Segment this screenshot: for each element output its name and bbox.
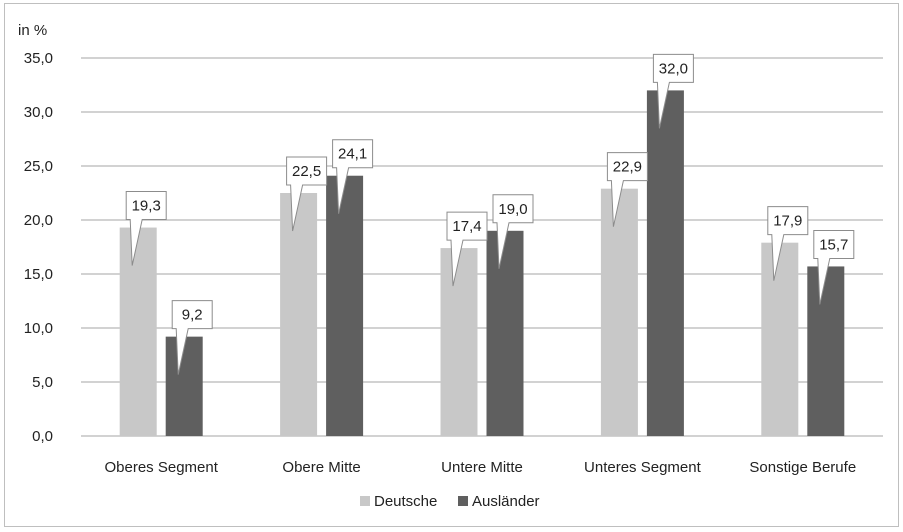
data-label: 32,0 (659, 60, 688, 77)
bar (600, 188, 638, 436)
x-tick-label: Oberes Segment (104, 459, 218, 476)
data-label-callout (125, 191, 167, 266)
x-tick-label: Sonstige Berufe (749, 459, 856, 476)
bar (119, 227, 157, 436)
y-tick-label: 20,0 (24, 212, 53, 229)
legend-label: Deutsche (374, 493, 437, 510)
bar (326, 175, 364, 436)
y-tick-label: 10,0 (24, 320, 53, 337)
data-label: 24,1 (338, 146, 367, 163)
data-label-callout (286, 156, 328, 232)
y-tick-label: 30,0 (24, 104, 53, 121)
data-label-callout (767, 206, 809, 281)
bar (165, 336, 203, 436)
legend-label: Ausländer (472, 493, 540, 510)
data-label: 9,2 (182, 307, 203, 324)
bar (807, 266, 845, 436)
data-label: 19,0 (498, 201, 527, 218)
data-label-callout (606, 152, 648, 227)
data-label-callout (332, 139, 374, 214)
bar (440, 248, 478, 436)
y-tick-label: 35,0 (24, 50, 53, 67)
legend-swatch (360, 496, 370, 506)
bar (280, 193, 318, 436)
data-label-callout (171, 300, 213, 375)
bar-chart: in % 0,0 5,0 10,0 15,0 20,0 25,0 30,0 35,0 Ober… (18, 22, 883, 510)
legend: Deutsche Ausländer (360, 493, 540, 510)
data-label-callout (446, 211, 488, 287)
y-tick-label: 15,0 (24, 266, 53, 283)
bar (486, 230, 524, 436)
y-tick-label: 25,0 (24, 158, 53, 175)
x-tick-label: Unteres Segment (584, 459, 702, 476)
data-label: 17,4 (452, 218, 481, 235)
x-axis: Oberes Segment Obere Mitte Untere Mitte Unt… (104, 459, 856, 476)
x-tick-label: Untere Mitte (441, 459, 523, 476)
data-label: 22,5 (292, 163, 321, 180)
chart-frame: in % 0,0 5,0 10,0 15,0 20,0 25,0 30,0 35,0 Ober… (4, 3, 899, 527)
data-label-callout (652, 53, 694, 129)
bar (761, 242, 799, 436)
y-tick-label: 0,0 (32, 428, 53, 445)
y-axis: 0,0 5,0 10,0 15,0 20,0 25,0 30,0 35,0 (24, 50, 53, 445)
data-label: 19,3 (132, 198, 161, 215)
bars (119, 90, 845, 437)
data-labels: 19,3 9,2 22,5 24,1 17,4 19,0 22,9 32,0 17,9 15,7 (125, 53, 855, 375)
data-label-callout (813, 229, 855, 305)
legend-swatch (458, 496, 468, 506)
y-unit-label: in % (18, 22, 47, 39)
data-label: 22,9 (613, 159, 642, 176)
bar (646, 90, 684, 437)
data-label-callout (492, 194, 534, 269)
data-label: 17,9 (773, 213, 802, 230)
y-tick-label: 5,0 (32, 374, 53, 391)
data-label: 15,7 (819, 236, 848, 253)
x-tick-label: Obere Mitte (282, 459, 360, 476)
